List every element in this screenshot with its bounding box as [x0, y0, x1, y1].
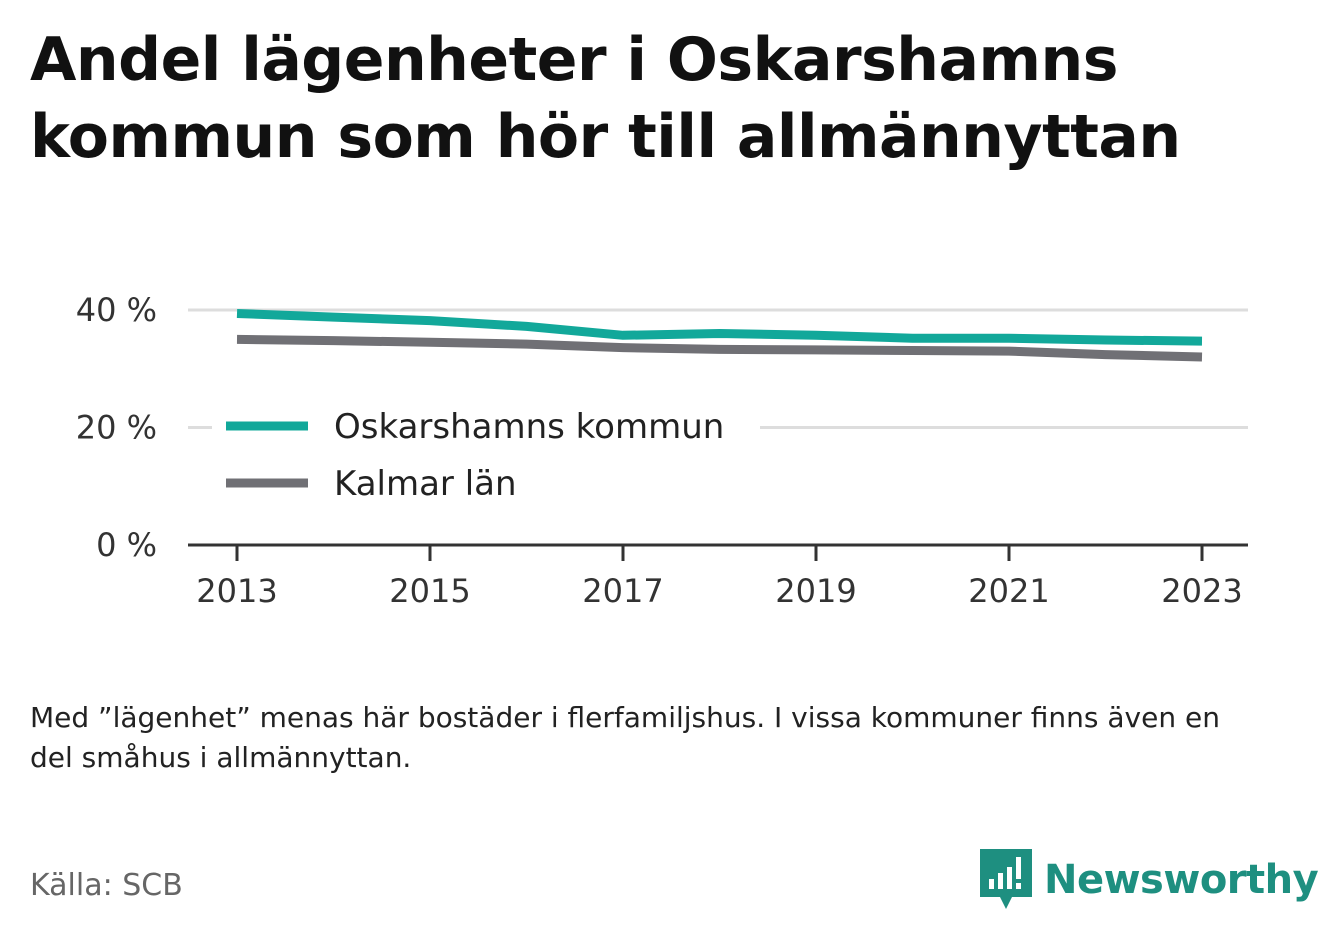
brand-name: Newsworthy [1044, 857, 1319, 903]
chart-title-line-1: Andel lägenheter i Oskarshamns [30, 25, 1118, 95]
series-line-1 [236, 334, 1203, 362]
chart-title-line-2: kommun som hör till allmännyttan [30, 102, 1181, 172]
y-tick-label-0: 0 % [96, 526, 157, 564]
newsworthy-logo-icon [980, 849, 1032, 909]
x-tick-label-5: 2023 [1161, 572, 1242, 610]
x-tick-label-4: 2021 [968, 572, 1049, 610]
chart-note: Med ”lägenhet” menas här bostäder i fler… [30, 701, 1220, 774]
legend-label-1: Kalmar län [334, 464, 517, 504]
series-line-0 [236, 309, 1203, 346]
brand: Newsworthy [980, 848, 1319, 912]
source-label: Källa: SCB [30, 868, 183, 903]
x-tick-label-0: 2013 [196, 572, 277, 610]
x-tick-label-1: 2015 [389, 572, 470, 610]
legend-label-0: Oskarshamns kommun [334, 407, 724, 447]
y-tick-label-1: 20 % [76, 409, 157, 447]
line-chart: 0 % 20 % 40 % Oskarshamns kommun Kalmar län 2… [76, 291, 1248, 610]
x-tick-label-2: 2017 [582, 572, 663, 610]
x-tick-label-3: 2019 [775, 572, 856, 610]
chart-title: Andel lägenheter i Oskarshamns kommun so… [30, 22, 1290, 176]
y-tick-label-2: 40 % [76, 291, 157, 329]
